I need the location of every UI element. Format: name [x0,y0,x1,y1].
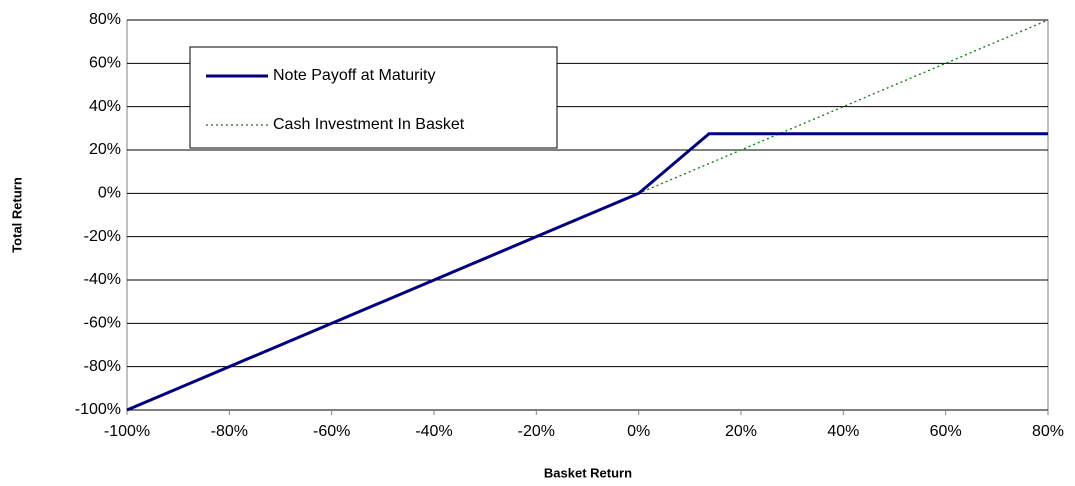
y-tick-label: 0% [98,185,121,202]
y-tick-label: 20% [89,141,121,158]
series-line [126,132,1048,412]
y-tick-label: -20% [84,228,121,245]
y-tick-label: 60% [89,55,121,72]
y-tick-label: -80% [84,358,121,375]
x-tick-label: -20% [518,423,555,440]
x-tick-label: -80% [211,423,248,440]
x-tick-label: 40% [827,423,859,440]
y-tick-label: -60% [84,315,121,332]
y-tick-label: 40% [89,98,121,115]
x-tick-label: 20% [725,423,757,440]
x-tick-label: 80% [1032,423,1064,440]
y-axis-label: Total Return [9,177,24,253]
y-tick-label: 80% [89,11,121,28]
x-tick-label: -60% [313,423,350,440]
y-tick-label: -40% [84,271,121,288]
y-tick-label: -100% [75,401,121,418]
x-tick-label: 60% [930,423,962,440]
x-axis-label: Basket Return [544,465,632,480]
x-tick-label: 0% [627,423,650,440]
legend-label: Cash Investment In Basket [273,116,465,133]
legend-label: Note Payoff at Maturity [273,67,435,84]
legend-box [189,46,558,149]
x-tick-label: -100% [104,423,150,440]
x-tick-label: -40% [415,423,452,440]
